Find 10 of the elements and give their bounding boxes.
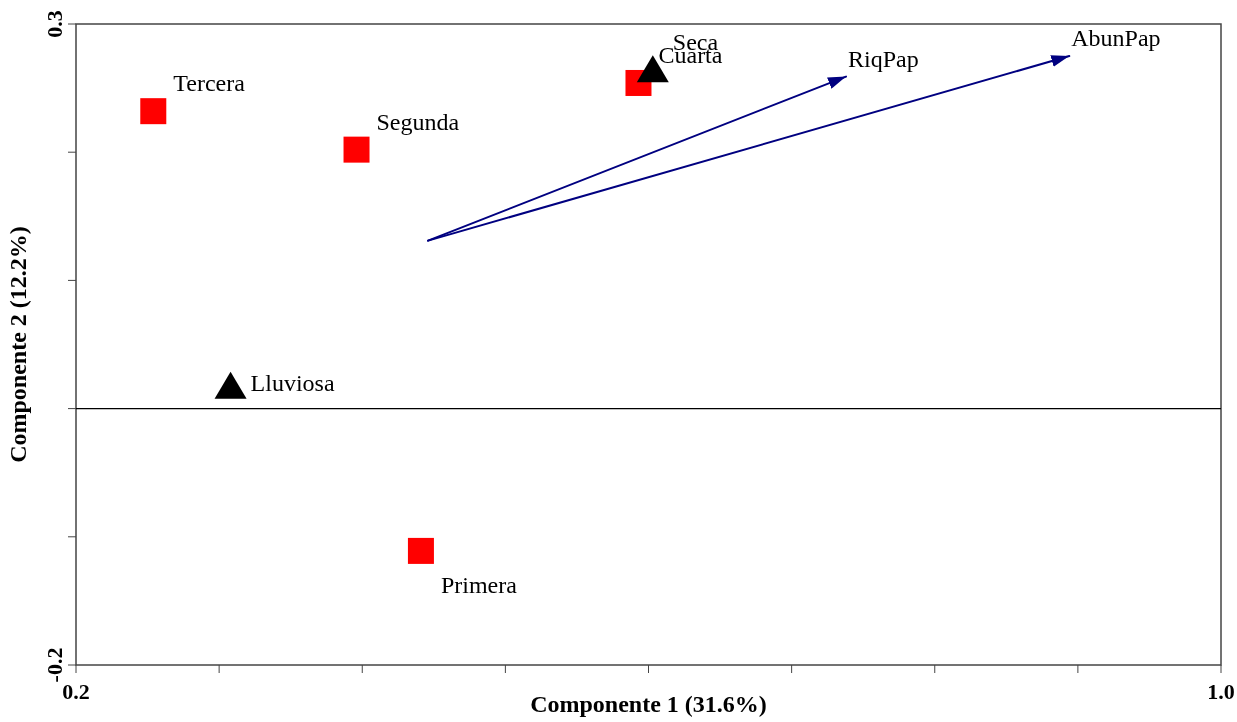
annotation: Lluviosa	[250, 369, 335, 396]
series-label: AbunPap	[1071, 25, 1161, 52]
annotation: Tercera	[173, 70, 246, 97]
annotation: Segunda	[376, 108, 460, 135]
y-axis-title: Componente 2 (12.2%)	[5, 226, 31, 463]
x-tick-label: 1.0	[1207, 679, 1235, 704]
y-tick-label: 0.3	[42, 10, 67, 38]
annotation: Primera	[440, 571, 518, 598]
series-label: RiqPap	[848, 45, 919, 72]
x-axis-title: Componente 1 (31.6%)	[530, 691, 767, 717]
